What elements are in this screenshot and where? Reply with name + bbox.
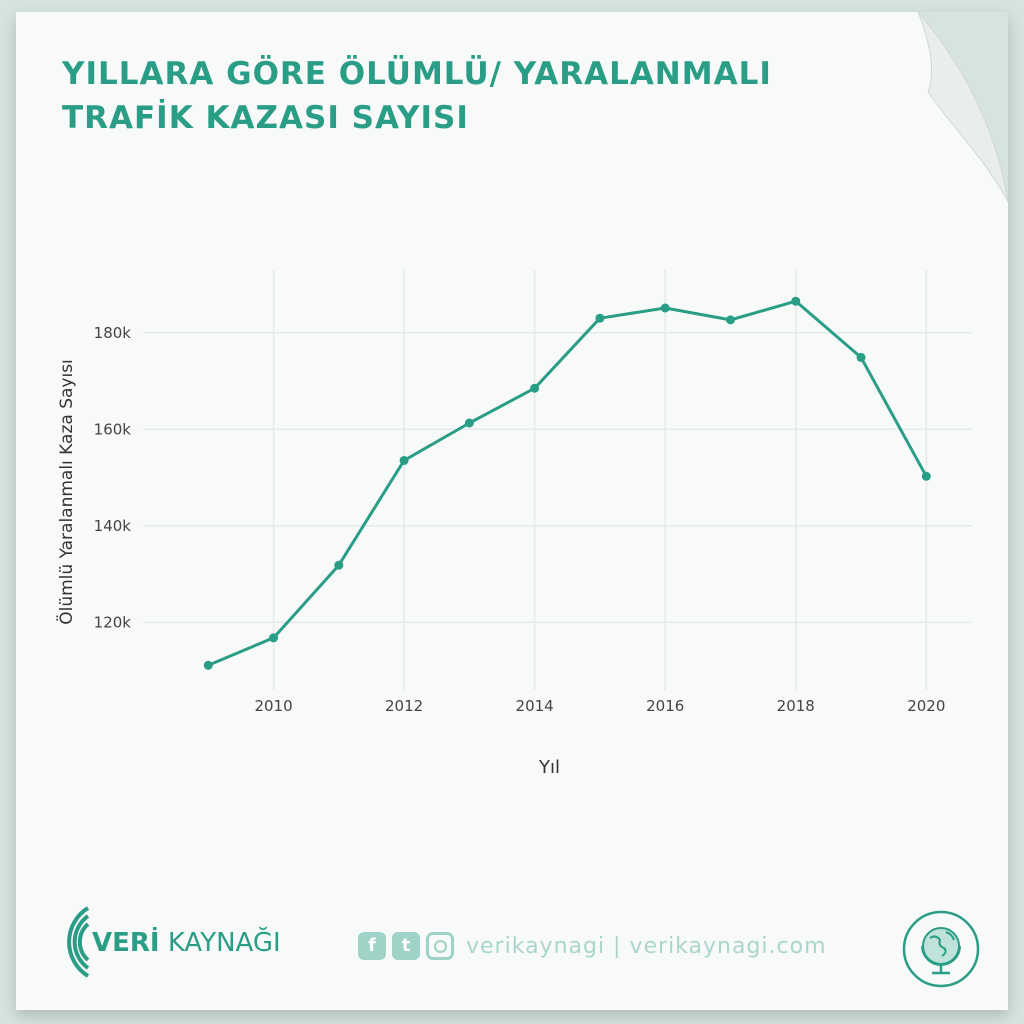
data-point <box>530 383 540 393</box>
y-tick-label: 180k <box>94 324 132 342</box>
data-point <box>269 633 279 643</box>
y-tick-label: 160k <box>94 420 132 438</box>
facebook-icon[interactable]: f <box>358 932 386 960</box>
veri-kaynagi-logo-icon <box>67 906 90 978</box>
title-line-2: TRAFİK KAZASI SAYISI <box>62 100 469 136</box>
data-point <box>595 313 605 323</box>
data-point <box>660 303 670 313</box>
instagram-icon[interactable] <box>426 932 454 960</box>
brand-rest: KAYNAĞI <box>159 928 281 958</box>
social-handle-text[interactable]: verikaynagi | verikaynagi.com <box>466 933 827 959</box>
x-axis-label: Yıl <box>538 757 560 778</box>
y-tick-label: 120k <box>94 613 132 631</box>
series-line <box>207 299 928 667</box>
paper-card <box>16 12 1008 1010</box>
social-links: f t verikaynagi | verikaynagi.com <box>358 932 827 960</box>
data-point <box>203 660 213 670</box>
twitter-icon[interactable]: t <box>392 932 420 960</box>
x-tick-label: 2018 <box>777 697 815 715</box>
data-point <box>725 315 735 325</box>
chart-title: YILLARA GÖRE ÖLÜMLÜ/ YARALANMALI TRAFİK … <box>62 52 772 140</box>
globe-icon <box>902 910 980 988</box>
data-point <box>856 352 866 362</box>
data-point <box>464 418 474 428</box>
data-point <box>921 471 931 481</box>
x-tick-label: 2012 <box>385 697 423 715</box>
brand-bold: VERİ <box>92 928 160 958</box>
y-tick-label: 140k <box>94 517 132 535</box>
data-point <box>334 560 344 570</box>
x-tick-label: 2020 <box>907 697 945 715</box>
brand-logo: VERİ KAYNAĞI <box>92 928 281 958</box>
x-tick-label: 2014 <box>516 697 554 715</box>
x-tick-label: 2010 <box>254 697 292 715</box>
y-axis-label: Ölümlü Yaralanmalı Kaza Sayısı <box>55 359 77 625</box>
data-point <box>399 455 409 465</box>
title-line-1: YILLARA GÖRE ÖLÜMLÜ/ YARALANMALI <box>62 56 772 92</box>
data-point <box>791 296 801 306</box>
x-tick-label: 2016 <box>646 697 684 715</box>
